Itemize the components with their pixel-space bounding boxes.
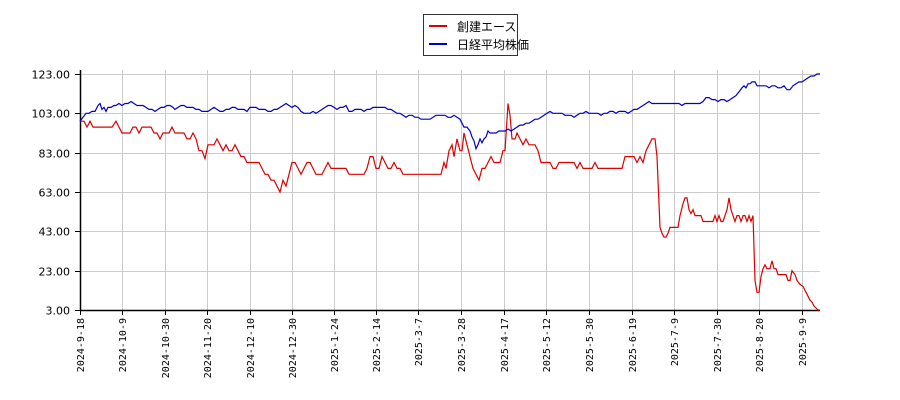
y-tick-label: 103.00 [32,108,71,121]
x-tick-label: 2024-10-9 [118,318,129,372]
x-tick-label: 2024-12-30 [288,318,299,378]
x-tick-label: 2025-5-12 [542,318,553,372]
legend-item-sokken-ace: 創建エース [429,18,516,34]
legend-label: 日経平均株価 [457,37,530,52]
legend-swatch-blue [429,43,447,45]
x-tick-label: 2025-1-24 [330,318,341,372]
legend-swatch-red [429,25,447,27]
x-tick-label: 2025-4-17 [500,318,511,372]
legend: 創建エース 日経平均株価 [423,14,529,56]
x-tick-label: 2025-2-14 [372,318,383,372]
y-tick-label: 83.00 [39,148,71,161]
x-tick-label: 2025-6-19 [628,318,639,372]
x-tick-label: 2025-3-28 [457,318,468,372]
series-lines [79,73,820,311]
x-axis: 2024-9-18 2024-10-9 2024-10-30 2024-11-20 20… [76,309,820,378]
y-tick-label: 3.00 [46,305,71,318]
x-tick-label: 2025-7-9 [670,318,681,366]
x-tick-label: 2025-5-30 [585,318,596,372]
x-tick-label: 2025-9-9 [798,318,809,366]
x-tick-label: 2024-9-18 [76,318,87,372]
x-tick-label: 2024-12-10 [246,318,257,378]
y-tick-label: 23.00 [39,266,71,279]
y-tick-label: 43.00 [39,226,71,239]
y-tick-label: 63.00 [39,187,71,200]
grid-lines [80,70,820,310]
x-tick-label: 2024-11-20 [203,318,214,378]
x-tick-label: 2025-3-7 [414,318,425,366]
y-axis: 3.00 23.00 43.00 63.00 83.00 103.00 123.00 [32,69,82,318]
series-line-nikkei [79,73,820,151]
x-tick-label: 2024-10-30 [161,318,172,378]
x-tick-label: 2025-7-30 [713,318,724,372]
series-line-sokken-ace [80,103,820,311]
legend-label: 創建エース [457,19,517,34]
x-tick-label: 2025-8-20 [755,318,766,372]
legend-item-nikkei: 日経平均株価 [429,36,529,52]
y-tick-label: 123.00 [32,69,71,82]
